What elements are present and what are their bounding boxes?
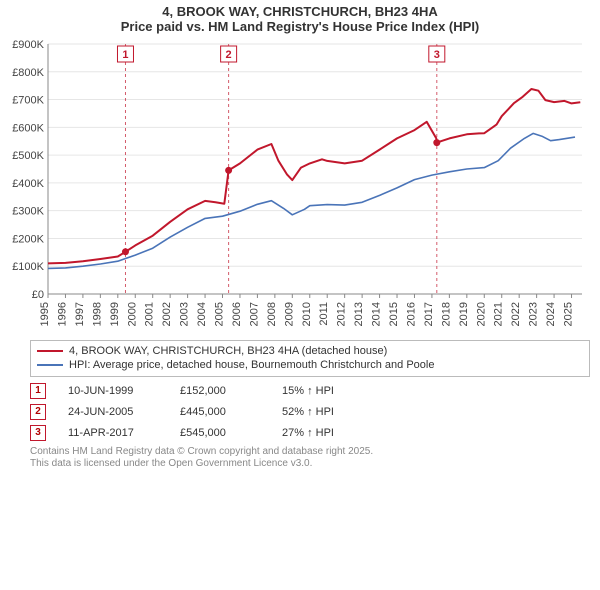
event-delta: 27% ↑ HPI bbox=[282, 427, 372, 439]
x-tick-label: 2022 bbox=[510, 302, 522, 326]
legend-row: 4, BROOK WAY, CHRISTCHURCH, BH23 4HA (de… bbox=[37, 344, 583, 358]
x-tick-label: 2013 bbox=[353, 302, 365, 326]
y-tick-label: £900K bbox=[12, 39, 44, 51]
x-tick-label: 2020 bbox=[475, 302, 487, 326]
event-date: 24-JUN-2005 bbox=[68, 406, 158, 418]
y-tick-label: £100K bbox=[12, 261, 44, 273]
x-tick-label: 2011 bbox=[318, 302, 330, 326]
y-tick-label: £300K bbox=[12, 206, 44, 218]
y-tick-label: £700K bbox=[12, 95, 44, 107]
x-tick-label: 2018 bbox=[440, 302, 452, 326]
event-marker-cell: 1 bbox=[30, 383, 46, 399]
legend-label: 4, BROOK WAY, CHRISTCHURCH, BH23 4HA (de… bbox=[69, 344, 387, 358]
x-tick-label: 2023 bbox=[528, 302, 540, 326]
legend-row: HPI: Average price, detached house, Bour… bbox=[37, 358, 583, 372]
event-dot bbox=[433, 139, 440, 146]
event-date: 11-APR-2017 bbox=[68, 427, 158, 439]
x-tick-label: 2001 bbox=[144, 302, 156, 326]
x-tick-label: 2003 bbox=[179, 302, 191, 326]
legend-box: 4, BROOK WAY, CHRISTCHURCH, BH23 4HA (de… bbox=[30, 340, 590, 377]
x-tick-label: 1996 bbox=[56, 302, 68, 326]
x-tick-label: 2007 bbox=[248, 302, 260, 326]
event-date: 10-JUN-1999 bbox=[68, 385, 158, 397]
chart-area: £0 £100K £200K £300K £400K £500K £600K £700K £80… bbox=[10, 38, 590, 336]
event-dot bbox=[122, 248, 129, 255]
x-tick-label: 1998 bbox=[91, 302, 103, 326]
x-tick-label: 2025 bbox=[563, 302, 575, 326]
event-marker-cell: 2 bbox=[30, 404, 46, 420]
x-tick-label: 1997 bbox=[74, 302, 86, 326]
event-delta: 15% ↑ HPI bbox=[282, 385, 372, 397]
y-tick-label: £200K bbox=[12, 233, 44, 245]
event-price: £545,000 bbox=[180, 427, 260, 439]
x-tick-label: 2017 bbox=[423, 302, 435, 326]
x-tick-label: 2016 bbox=[405, 302, 417, 326]
footer-line-1: Contains HM Land Registry data © Crown c… bbox=[30, 446, 590, 459]
x-tick-label: 2021 bbox=[493, 302, 505, 326]
event-delta: 52% ↑ HPI bbox=[282, 406, 372, 418]
y-tick-label: £600K bbox=[12, 122, 44, 134]
y-tick-label: £500K bbox=[12, 150, 44, 162]
x-tick-label: 2010 bbox=[301, 302, 313, 326]
attribution-footer: Contains HM Land Registry data © Crown c… bbox=[30, 446, 590, 471]
legend-label: HPI: Average price, detached house, Bour… bbox=[69, 358, 434, 372]
title-address: 4, BROOK WAY, CHRISTCHURCH, BH23 4HA bbox=[10, 4, 590, 19]
event-marker-cell: 3 bbox=[30, 425, 46, 441]
x-tick-label: 2004 bbox=[196, 302, 208, 326]
x-tick-label: 2000 bbox=[126, 302, 138, 326]
x-tick-label: 2024 bbox=[545, 302, 557, 326]
x-tick-label: 2014 bbox=[371, 302, 383, 326]
footer-line-2: This data is licensed under the Open Gov… bbox=[30, 458, 590, 471]
event-dot bbox=[225, 167, 232, 174]
event-marker-number: 1 bbox=[122, 49, 128, 61]
x-tick-label: 2005 bbox=[214, 302, 226, 326]
y-tick-label: £800K bbox=[12, 67, 44, 79]
y-tick-label: £400K bbox=[12, 178, 44, 190]
x-tick-label: 2012 bbox=[336, 302, 348, 326]
x-tick-label: 2015 bbox=[388, 302, 400, 326]
x-tick-label: 2009 bbox=[283, 302, 295, 326]
x-tick-label: 1999 bbox=[109, 302, 121, 326]
event-row: 3 11-APR-2017 £545,000 27% ↑ HPI bbox=[30, 425, 590, 441]
chart-title-block: 4, BROOK WAY, CHRISTCHURCH, BH23 4HA Pri… bbox=[0, 0, 600, 36]
sale-events-table: 1 10-JUN-1999 £152,000 15% ↑ HPI 2 24-JUN-200… bbox=[30, 383, 590, 441]
event-marker-number: 2 bbox=[226, 49, 232, 61]
event-marker-number: 3 bbox=[434, 49, 440, 61]
legend-swatch bbox=[37, 364, 63, 366]
x-tick-label: 2008 bbox=[266, 302, 278, 326]
y-tick-label: £0 bbox=[32, 289, 44, 301]
x-tick-label: 2006 bbox=[231, 302, 243, 326]
title-subtitle: Price paid vs. HM Land Registry's House … bbox=[10, 19, 590, 34]
price-chart-svg: £0 £100K £200K £300K £400K £500K £600K £700K £80… bbox=[10, 38, 590, 333]
event-row: 2 24-JUN-2005 £445,000 52% ↑ HPI bbox=[30, 404, 590, 420]
x-tick-label: 2002 bbox=[161, 302, 173, 326]
x-tick-label: 1995 bbox=[39, 302, 51, 326]
event-price: £445,000 bbox=[180, 406, 260, 418]
event-price: £152,000 bbox=[180, 385, 260, 397]
event-row: 1 10-JUN-1999 £152,000 15% ↑ HPI bbox=[30, 383, 590, 399]
legend-swatch bbox=[37, 350, 63, 352]
x-tick-label: 2019 bbox=[458, 302, 470, 326]
